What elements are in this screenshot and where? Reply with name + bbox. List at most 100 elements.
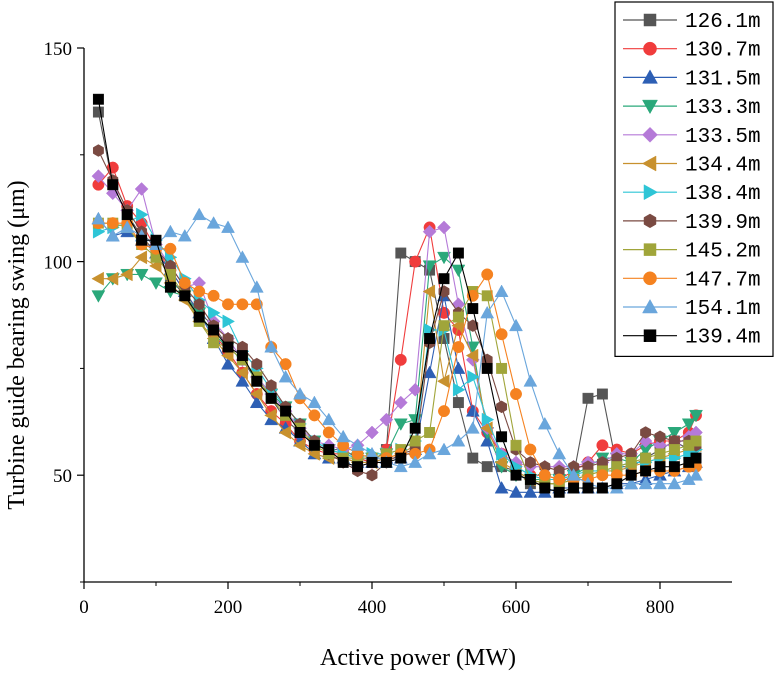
data-point: [91, 290, 106, 303]
data-point: [538, 469, 551, 482]
data-point: [249, 280, 264, 293]
data-point: [437, 220, 451, 235]
data-point: [496, 446, 509, 461]
data-point: [323, 444, 335, 456]
data-point: [149, 277, 163, 290]
data-point: [178, 276, 191, 289]
data-point: [452, 247, 464, 259]
y-tick-label: 150: [44, 39, 73, 60]
data-point: [92, 106, 104, 118]
legend-label: 130.7m: [685, 40, 761, 63]
data-point: [236, 350, 248, 362]
data-point: [480, 305, 495, 319]
data-point: [105, 228, 120, 242]
data-point: [208, 337, 220, 349]
data-point: [611, 478, 623, 490]
legend-label: 133.3m: [685, 97, 761, 120]
y-ticks: 50 100 150: [44, 39, 84, 583]
data-point: [509, 485, 523, 498]
legend-label: 139.9m: [685, 212, 761, 235]
data-point: [293, 387, 307, 400]
x-tick-label: 800: [646, 597, 675, 618]
data-point: [467, 452, 479, 464]
data-point: [236, 298, 249, 311]
data-point: [681, 418, 696, 431]
data-point: [92, 93, 104, 105]
legend-label: 138.4m: [685, 183, 761, 206]
data-point: [509, 318, 523, 332]
data-point: [523, 485, 538, 498]
data-point: [164, 268, 176, 280]
legend-marker: [642, 298, 658, 314]
data-point: [308, 439, 320, 451]
data-point: [553, 486, 565, 498]
data-point: [395, 452, 407, 464]
data-point: [409, 255, 422, 268]
series-line: [97, 166, 697, 481]
data-point: [438, 273, 450, 285]
data-point: [451, 434, 466, 447]
legend-marker: [642, 69, 658, 84]
legend-label: 126.1m: [685, 11, 761, 34]
data-point: [250, 298, 263, 311]
legend-label: 139.4m: [685, 327, 761, 350]
data-point: [105, 271, 119, 286]
legend-marker: [643, 13, 657, 27]
data-point: [235, 374, 250, 387]
legend-label: 133.5m: [685, 126, 761, 149]
data-point: [408, 455, 423, 468]
data-point: [667, 476, 682, 490]
data-point: [667, 427, 682, 440]
data-point: [625, 456, 637, 468]
data-point: [352, 461, 364, 473]
data-point: [121, 209, 133, 221]
data-point: [568, 482, 580, 494]
data-point: [510, 439, 522, 451]
data-point: [294, 427, 306, 438]
data-point: [193, 311, 205, 323]
data-point: [481, 362, 493, 374]
data-point: [566, 468, 581, 481]
data-point: [379, 412, 394, 427]
data-point: [640, 426, 652, 439]
data-point: [596, 388, 608, 400]
x-tick-label: 600: [502, 597, 531, 618]
legend-marker: [642, 99, 658, 115]
data-point: [465, 421, 480, 434]
data-point: [495, 328, 508, 341]
data-point: [136, 234, 148, 246]
legend-label: 131.5m: [685, 68, 761, 91]
data-point: [249, 387, 263, 401]
legend-marker: [643, 329, 657, 342]
data-point: [408, 382, 423, 397]
legend-box: [614, 1, 774, 357]
data-point: [91, 271, 104, 286]
data-point: [524, 474, 536, 485]
data-point: [654, 461, 666, 473]
data-point: [337, 456, 349, 468]
data-point: [278, 369, 293, 383]
data-point: [494, 481, 509, 494]
data-point: [107, 179, 119, 191]
series-layer: [91, 93, 704, 498]
legend-marker: [643, 41, 657, 56]
data-point: [292, 438, 306, 453]
data-point: [265, 379, 277, 392]
data-point: [393, 418, 408, 431]
x-ticks: 0 200 400 600 800: [79, 582, 674, 618]
data-point: [193, 285, 206, 298]
data-point: [365, 425, 379, 440]
data-point: [653, 476, 667, 490]
legend-label: 147.7m: [685, 269, 761, 292]
data-point: [208, 324, 220, 336]
data-point: [481, 461, 493, 473]
data-point: [436, 374, 450, 389]
data-point: [690, 452, 702, 464]
data-point: [120, 220, 135, 233]
data-point: [481, 412, 495, 427]
data-point: [553, 473, 566, 486]
data-point: [625, 469, 637, 481]
x-tick-label: 0: [79, 597, 89, 618]
data-point: [467, 370, 480, 384]
data-point: [467, 303, 479, 315]
